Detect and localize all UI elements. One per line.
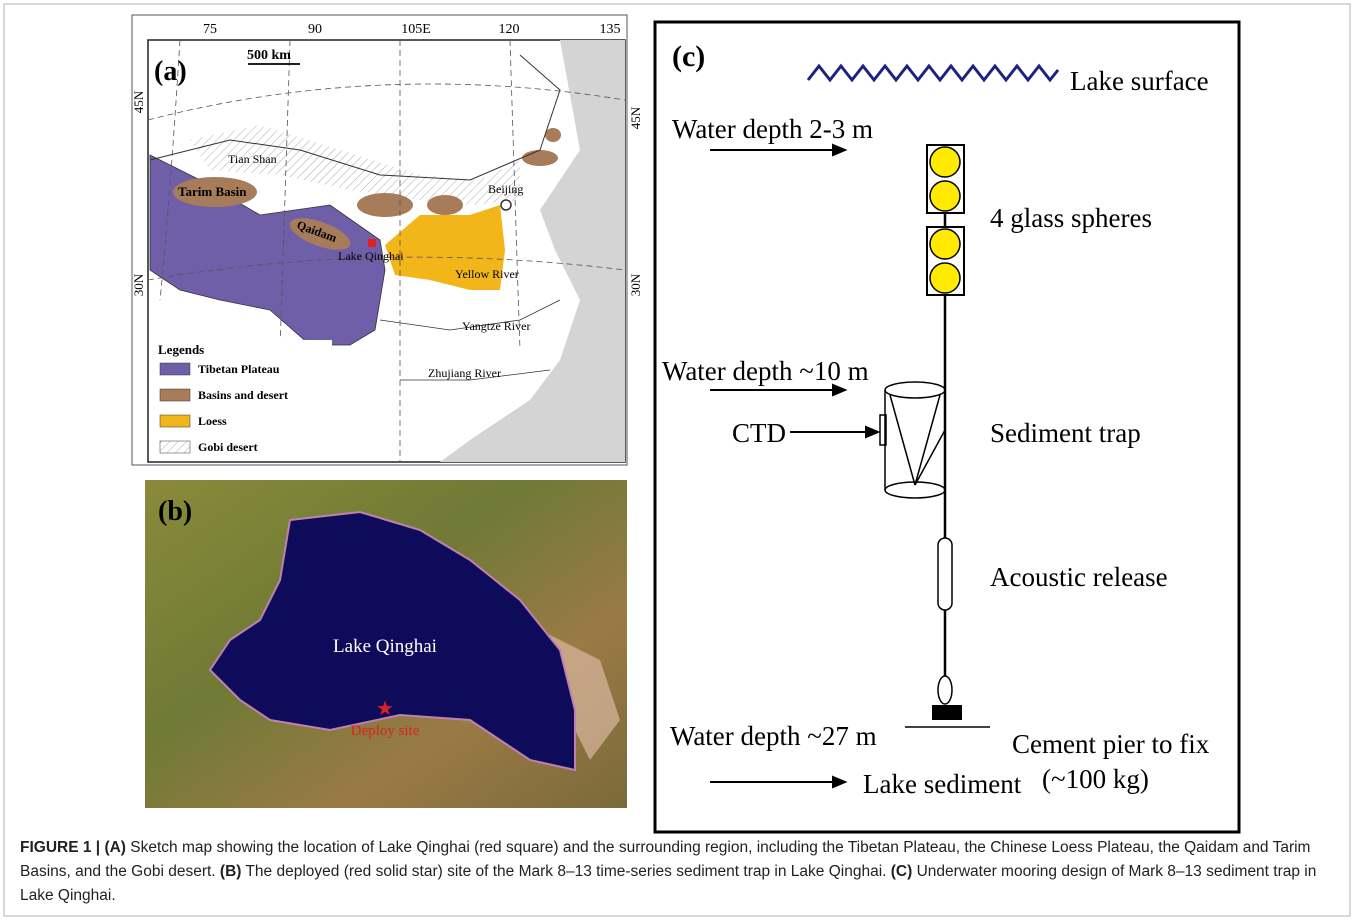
lake-marker [368, 239, 376, 247]
depth-label: Water depth ~10 m [662, 356, 869, 386]
sediment-label: Lake sediment [863, 769, 1022, 799]
place-label: Zhujiang River [428, 366, 501, 380]
place-label: Yellow River [455, 267, 519, 281]
basin [522, 150, 558, 166]
panel-label: (b) [158, 496, 192, 527]
figure-label: FIGURE 1 | [20, 839, 101, 856]
place-label: Yangtze River [462, 319, 530, 333]
part-tag: (B) [219, 863, 242, 880]
place-label: Beijing [488, 182, 523, 196]
part-text: Sketch map showing the location of Lake … [20, 839, 1311, 880]
release-label: Acoustic release [990, 562, 1168, 592]
sediment-trap [879, 381, 946, 499]
graticule [147, 39, 626, 462]
site-label: Deploy site [351, 723, 420, 739]
legend-swatch [159, 362, 191, 376]
part-tag: (A) [104, 839, 126, 856]
trap-label: Sediment trap [990, 418, 1141, 448]
arrows [710, 143, 881, 789]
basin [427, 195, 463, 215]
legend-swatch [159, 414, 191, 428]
legend-swatch [159, 388, 191, 402]
border [149, 54, 561, 181]
lon-tick: 135 [600, 22, 621, 37]
lon-tick: 90 [308, 22, 322, 37]
glass-sphere [929, 228, 961, 260]
panel-label: (a) [154, 56, 187, 87]
gobi-area [190, 125, 520, 205]
place-label: Tarim Basin [178, 184, 247, 199]
basin [545, 128, 561, 142]
surface-label: Lake surface [1070, 66, 1209, 96]
lon-tick: 105E [401, 22, 431, 37]
part-text: Underwater mooring design of Mark 8–13 s… [20, 863, 1317, 904]
place-label: Tian Shan [228, 152, 277, 166]
float [937, 675, 953, 705]
panel-b: (b) Lake Qinghai ★ Deploy site [145, 480, 627, 808]
basin [357, 193, 413, 217]
lake-label: Lake Qinghai [333, 636, 437, 657]
part-tag: (C) [890, 863, 913, 880]
glass-sphere [929, 180, 961, 212]
caption: FIGURE 1 | (A) Sketch map showing the lo… [20, 836, 1338, 908]
legend-label: Loess [198, 414, 227, 428]
pier-label: Cement pier to fix [1012, 729, 1210, 759]
legend-label: Basins and desert [198, 388, 288, 402]
scale-label: 500 km [247, 48, 291, 63]
basin [173, 177, 257, 207]
cement-pier [932, 705, 962, 720]
river [379, 299, 561, 331]
panel-c: (c) Lake surface Water depth 2-3 m 4 gla… [653, 20, 1241, 834]
lat-tick: 30N [628, 273, 643, 296]
loess [385, 205, 505, 290]
figure-frame [3, 3, 1351, 917]
ctd-label: CTD [732, 418, 786, 448]
lat-tick: 45N [131, 90, 146, 113]
sea [440, 40, 625, 462]
lake [208, 510, 576, 772]
legend-title: Legends [158, 342, 204, 357]
beijing-marker [500, 199, 512, 211]
panel-a: (a) 500 km 75 90 105E 120 135 45N 30N 45… [131, 14, 643, 466]
lat-tick: 45N [628, 106, 643, 129]
river [400, 369, 551, 381]
part-text: The deployed (red solid star) site of th… [245, 863, 887, 880]
legend-swatch [159, 440, 191, 454]
lat-tick: 30N [131, 273, 146, 296]
depth-label: Water depth ~27 m [670, 721, 877, 751]
glass-sphere [929, 262, 961, 294]
depth-label: Water depth 2-3 m [672, 114, 873, 144]
pier-weight: (~100 kg) [1042, 764, 1149, 794]
lon-tick: 75 [203, 22, 217, 37]
basin [289, 218, 351, 250]
glass-sphere [929, 146, 961, 178]
panel-label: (c) [672, 40, 705, 73]
acoustic-release [937, 537, 953, 611]
lon-tick: 120 [499, 22, 520, 37]
legend-label: Gobi desert [198, 440, 258, 454]
spheres-label: 4 glass spheres [990, 203, 1152, 233]
legend-label: Tibetan Plateau [198, 362, 280, 376]
deploy-star: ★ [376, 698, 394, 720]
lake-surface-line [806, 63, 1060, 83]
place-label: Lake Qinghai [338, 249, 404, 263]
